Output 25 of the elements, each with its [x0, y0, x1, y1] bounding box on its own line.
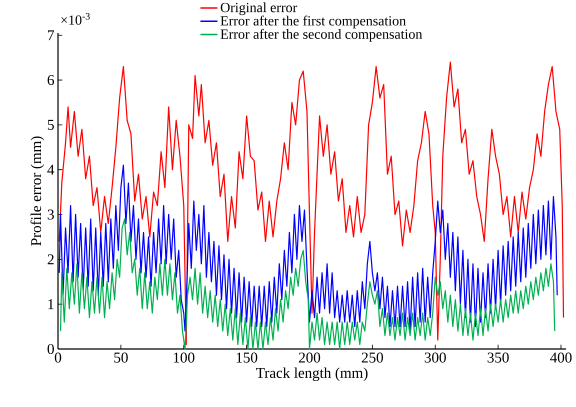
x-tick-label: 100 — [174, 352, 194, 363]
y-axis-title: Profile error (mm) — [30, 136, 44, 246]
legend-label: Error after the second compensation — [220, 28, 422, 42]
text: ×10$^{-3}$ — [61, 12, 90, 25]
line-series — [58, 164, 558, 332]
x-tick-label: 350 — [488, 352, 509, 363]
line-series — [60, 218, 556, 350]
y-tick-label: 0 — [48, 344, 54, 354]
y-tick-label: 3 — [48, 210, 54, 220]
y-tick-label: 6 — [48, 75, 54, 86]
x-axis-title: Track length (mm) — [256, 367, 368, 382]
y-tick-label: 4 — [47, 164, 54, 175]
x-tick-label: 300 — [424, 352, 446, 363]
x-tick-label: 400 — [550, 352, 572, 363]
y-tick-label: 2 — [48, 254, 54, 264]
legend-label: Original error — [220, 2, 298, 16]
x-tick-label: 200 — [298, 352, 320, 363]
y-tick-label: 5 — [48, 120, 54, 130]
x-tick-label: 250 — [362, 352, 384, 363]
y-tick-label: 1 — [48, 299, 54, 310]
x-tick-label: 0 — [54, 352, 62, 363]
y-tick-label: 7 — [48, 30, 54, 40]
x-tick-label: 150 — [236, 352, 258, 363]
x-tick-label: 50 — [114, 352, 128, 363]
legend-label: Error after the first compensation — [220, 16, 406, 28]
